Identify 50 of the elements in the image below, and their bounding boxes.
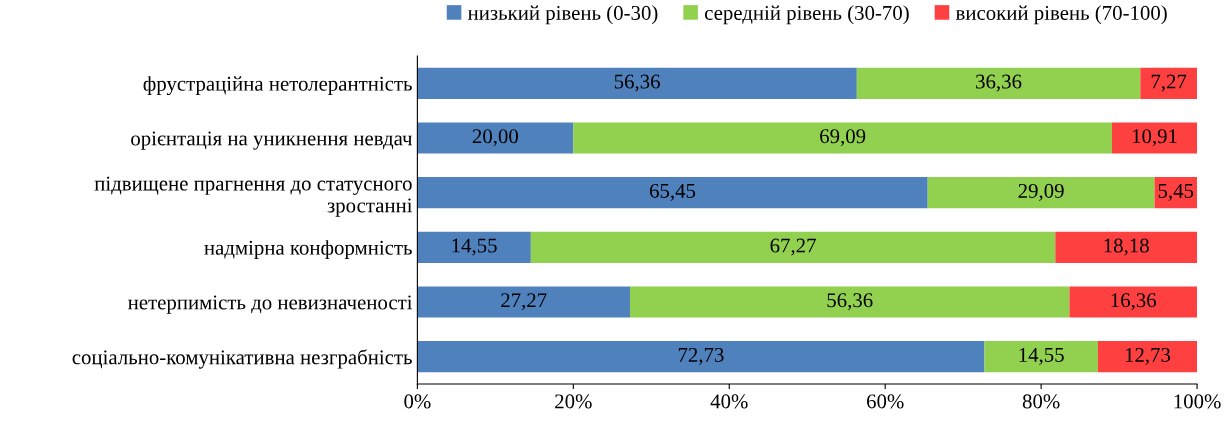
bar (630, 286, 1070, 318)
bar (573, 122, 1113, 154)
data-label: 56,36 (614, 74, 660, 92)
bar (1112, 122, 1198, 154)
data-label: 56,36 (827, 293, 873, 311)
x-tick-label: 80% (1022, 394, 1060, 409)
y-tick-label: соціально-комунікативна незграбність (72, 349, 412, 369)
y-tick-label: фрустраційна нетолерантність (143, 76, 412, 96)
bar (927, 177, 1155, 209)
data-label: 12,73 (1125, 347, 1171, 365)
data-label: 16,36 (1111, 293, 1157, 311)
data-label: 20,00 (472, 129, 518, 147)
legend-label: низький рівень (0-30) (467, 5, 658, 25)
bar (417, 231, 531, 263)
data-label: 69,09 (820, 129, 866, 147)
y-tick-label: надмірна конформність (204, 240, 412, 260)
legend-label: високий рівень (70-100) (955, 5, 1167, 25)
bar (417, 67, 857, 99)
bar (1097, 341, 1198, 373)
data-label: 72,73 (678, 347, 724, 365)
y-tick-label: нетерпимість до невизначеності (128, 295, 413, 314)
bar (1069, 286, 1197, 318)
bar (417, 122, 574, 154)
legend-label: середній рівень (30-70) (704, 5, 909, 25)
bar (1055, 231, 1198, 263)
data-label: 36,36 (976, 74, 1022, 92)
bar (530, 231, 1056, 263)
bar (417, 177, 928, 209)
x-tick-label: 100% (1174, 394, 1221, 409)
bar (1140, 67, 1197, 99)
x-tick-label: 40% (710, 394, 748, 409)
data-label: 10,91 (1132, 129, 1177, 147)
data-label: 65,45 (649, 183, 696, 201)
y-tick-label: підвищене прагнення до статусного зростанні (94, 176, 413, 217)
x-tick-label: 20% (555, 394, 592, 409)
x-tick-label: 0% (404, 394, 431, 409)
data-label: 14,55 (452, 238, 497, 256)
y-tick-label: орієнтація на уникнення невдач (131, 131, 413, 150)
data-label: 14,55 (1019, 347, 1064, 365)
bar (984, 341, 1098, 373)
data-label: 5,45 (1158, 183, 1194, 201)
bar (417, 341, 985, 373)
x-tick-label: 60% (867, 394, 904, 409)
data-label: 67,27 (770, 238, 816, 256)
data-label: 29,09 (1018, 183, 1064, 201)
bar (856, 67, 1141, 99)
data-label: 7,27 (1151, 74, 1187, 92)
bar (417, 286, 630, 318)
data-label: 27,27 (501, 293, 547, 311)
data-label: 18,18 (1104, 238, 1149, 256)
